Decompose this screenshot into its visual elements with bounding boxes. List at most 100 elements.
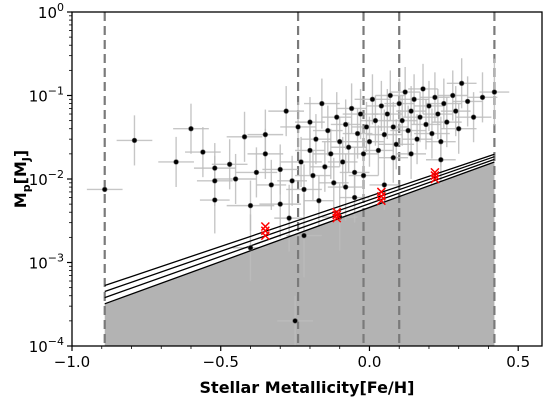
flag-stroke bbox=[332, 213, 342, 223]
data-point bbox=[342, 184, 349, 190]
data-point bbox=[408, 108, 414, 114]
data-point bbox=[438, 138, 444, 145]
y-tick-label: 10−3 bbox=[29, 252, 64, 273]
data-point bbox=[307, 119, 313, 125]
data-point bbox=[298, 159, 304, 165]
data-point bbox=[212, 197, 218, 203]
data-point bbox=[435, 111, 441, 117]
flagged-point bbox=[430, 171, 440, 181]
data-point bbox=[491, 89, 498, 95]
data-point bbox=[456, 126, 462, 132]
data-point bbox=[369, 96, 376, 103]
flagged-point bbox=[376, 196, 386, 206]
limit-line bbox=[104, 156, 495, 293]
data-point bbox=[188, 126, 194, 132]
flag-stroke bbox=[376, 196, 386, 206]
data-point bbox=[337, 138, 343, 145]
flag-stroke bbox=[260, 221, 270, 232]
y-axis: 10−4 10−3 10−2 10−1 100 bbox=[29, 1, 72, 356]
x-tick-label: 0.5 bbox=[506, 353, 530, 371]
data-point bbox=[301, 186, 307, 193]
data-point bbox=[348, 105, 355, 112]
data-point bbox=[372, 117, 379, 124]
data-point bbox=[396, 100, 402, 107]
data-point bbox=[384, 111, 391, 117]
y-tick-label: 100 bbox=[38, 1, 64, 22]
data-point bbox=[247, 245, 254, 251]
data-point bbox=[417, 114, 423, 120]
data-point bbox=[363, 124, 370, 130]
limit-lines bbox=[104, 153, 495, 305]
plot-area bbox=[86, 12, 510, 346]
data-point bbox=[286, 215, 292, 221]
data-point bbox=[432, 94, 438, 101]
data-point bbox=[334, 114, 340, 120]
flagged-point bbox=[430, 174, 440, 184]
y-tick-label: 10−1 bbox=[29, 85, 64, 106]
data-point bbox=[357, 111, 364, 117]
data-point bbox=[232, 176, 239, 182]
data-point bbox=[438, 157, 444, 163]
y-tick-label: 10−4 bbox=[29, 335, 64, 356]
data-point bbox=[345, 144, 352, 150]
flagged-point bbox=[260, 231, 270, 241]
shaded-region bbox=[104, 161, 495, 346]
data-point bbox=[253, 169, 260, 176]
y-axis-title: Mp[MJ] bbox=[11, 150, 33, 208]
flagged-points bbox=[260, 167, 440, 241]
x-axis: −1.0 −0.5 0.0 0.5 bbox=[54, 346, 530, 371]
data-point bbox=[360, 172, 367, 179]
x-axis-title: Stellar Metallicity[Fe/H] bbox=[200, 378, 415, 397]
data-point bbox=[268, 182, 275, 188]
data-point bbox=[479, 94, 486, 101]
limit-line bbox=[104, 153, 495, 287]
data-point bbox=[289, 178, 295, 184]
data-point bbox=[366, 138, 373, 145]
data-point bbox=[390, 124, 396, 130]
data-point bbox=[387, 92, 393, 99]
data-point bbox=[411, 96, 417, 103]
data-point bbox=[444, 119, 450, 125]
x-tick-label: −0.5 bbox=[203, 353, 239, 371]
flagged-point bbox=[260, 221, 270, 232]
data-point bbox=[173, 159, 179, 165]
data-point bbox=[453, 108, 459, 114]
data-point bbox=[360, 151, 367, 157]
data-point bbox=[102, 186, 108, 193]
data-point bbox=[241, 134, 248, 140]
data-point bbox=[310, 172, 316, 179]
flagged-point bbox=[332, 213, 342, 223]
flag-stroke bbox=[430, 174, 440, 184]
y-tick-label: 10−2 bbox=[29, 168, 64, 189]
data-point bbox=[458, 80, 465, 86]
data-point bbox=[450, 92, 456, 99]
data-point bbox=[277, 166, 283, 173]
data-point bbox=[426, 103, 432, 109]
data-point bbox=[378, 103, 385, 109]
data-point bbox=[307, 147, 313, 154]
data-point bbox=[292, 318, 298, 324]
flag-stroke bbox=[332, 210, 342, 220]
data-point bbox=[328, 151, 334, 157]
data-point bbox=[464, 98, 471, 105]
flag-stroke bbox=[430, 171, 440, 181]
data-point bbox=[325, 127, 331, 134]
data-point bbox=[295, 124, 301, 130]
data-point bbox=[131, 137, 138, 144]
limit-line bbox=[104, 158, 495, 299]
limit-line bbox=[104, 161, 495, 305]
x-tick-label: −1.0 bbox=[54, 353, 90, 371]
data-point bbox=[316, 197, 322, 204]
data-point bbox=[381, 131, 388, 138]
data-point bbox=[429, 130, 435, 137]
data-point bbox=[342, 121, 349, 128]
data-point bbox=[212, 165, 218, 171]
data-point bbox=[262, 151, 269, 157]
data-point bbox=[351, 194, 358, 201]
data-point bbox=[277, 201, 283, 207]
data-point bbox=[441, 100, 447, 107]
data-point bbox=[301, 232, 307, 239]
data-point bbox=[247, 202, 254, 209]
data-point bbox=[351, 169, 358, 176]
